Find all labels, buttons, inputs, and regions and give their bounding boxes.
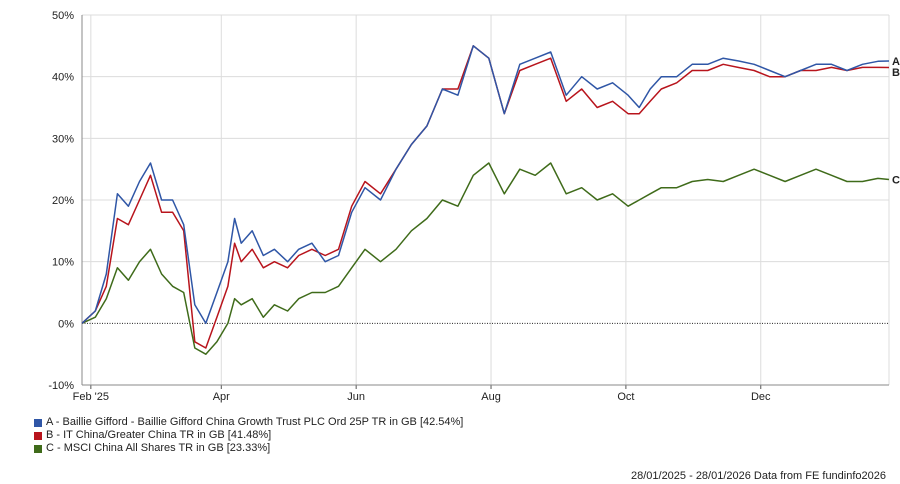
legend-swatch-a <box>34 418 42 427</box>
series-line-a <box>81 45 890 325</box>
y-tick-label: 0% <box>58 318 74 330</box>
line-chart: -10% 0% 10% 20% 30% 40% 50% Feb '25 Apr Jun Aug Oct… <box>48 10 900 403</box>
x-tick-label: Feb '25 <box>73 391 109 403</box>
x-tick-label: Aug <box>481 391 501 403</box>
legend-swatch-b <box>34 431 42 440</box>
y-tick-label: 30% <box>52 133 74 145</box>
legend-item-b: B - IT China/Greater China TR in GB [41.… <box>34 429 463 442</box>
series-end-label-a: A <box>892 56 900 68</box>
legend-swatch-c <box>34 444 42 453</box>
legend-label-b: B - IT China/Greater China TR in GB [41.… <box>46 429 272 441</box>
series-end-labels: AB C <box>892 56 900 186</box>
legend-item-a: A - Baillie Gifford - Baillie Gifford Ch… <box>34 416 463 429</box>
legend-label-c: C - MSCI China All Shares TR in GB [23.3… <box>46 442 271 454</box>
series-end-label-c: C <box>892 174 900 186</box>
grid-lines <box>82 14 890 386</box>
x-tick-label: Apr <box>213 391 230 403</box>
series-lines <box>81 45 890 355</box>
series-line-c <box>81 162 890 355</box>
x-tick-label: Oct <box>617 391 634 403</box>
y-tick-label: 50% <box>52 10 74 22</box>
axes: -10% 0% 10% 20% 30% 40% 50% Feb '25 Apr Jun Aug Oct… <box>48 10 889 403</box>
y-tick-label: 20% <box>52 195 74 207</box>
x-tick-label: Dec <box>751 391 771 403</box>
series-line-b <box>81 45 890 349</box>
y-tick-label: -10% <box>48 380 74 392</box>
legend: A - Baillie Gifford - Baillie Gifford Ch… <box>34 416 463 455</box>
y-tick-label: 10% <box>52 257 74 269</box>
x-tick-label: Jun <box>347 391 365 403</box>
footer-date-range: 28/01/2025 - 28/01/2026 Data from FE fun… <box>630 470 886 482</box>
y-tick-label: 40% <box>52 72 74 84</box>
series-end-label-b: B <box>892 67 900 79</box>
legend-label-a: A - Baillie Gifford - Baillie Gifford Ch… <box>46 416 464 428</box>
legend-item-c: C - MSCI China All Shares TR in GB [23.3… <box>34 442 463 455</box>
